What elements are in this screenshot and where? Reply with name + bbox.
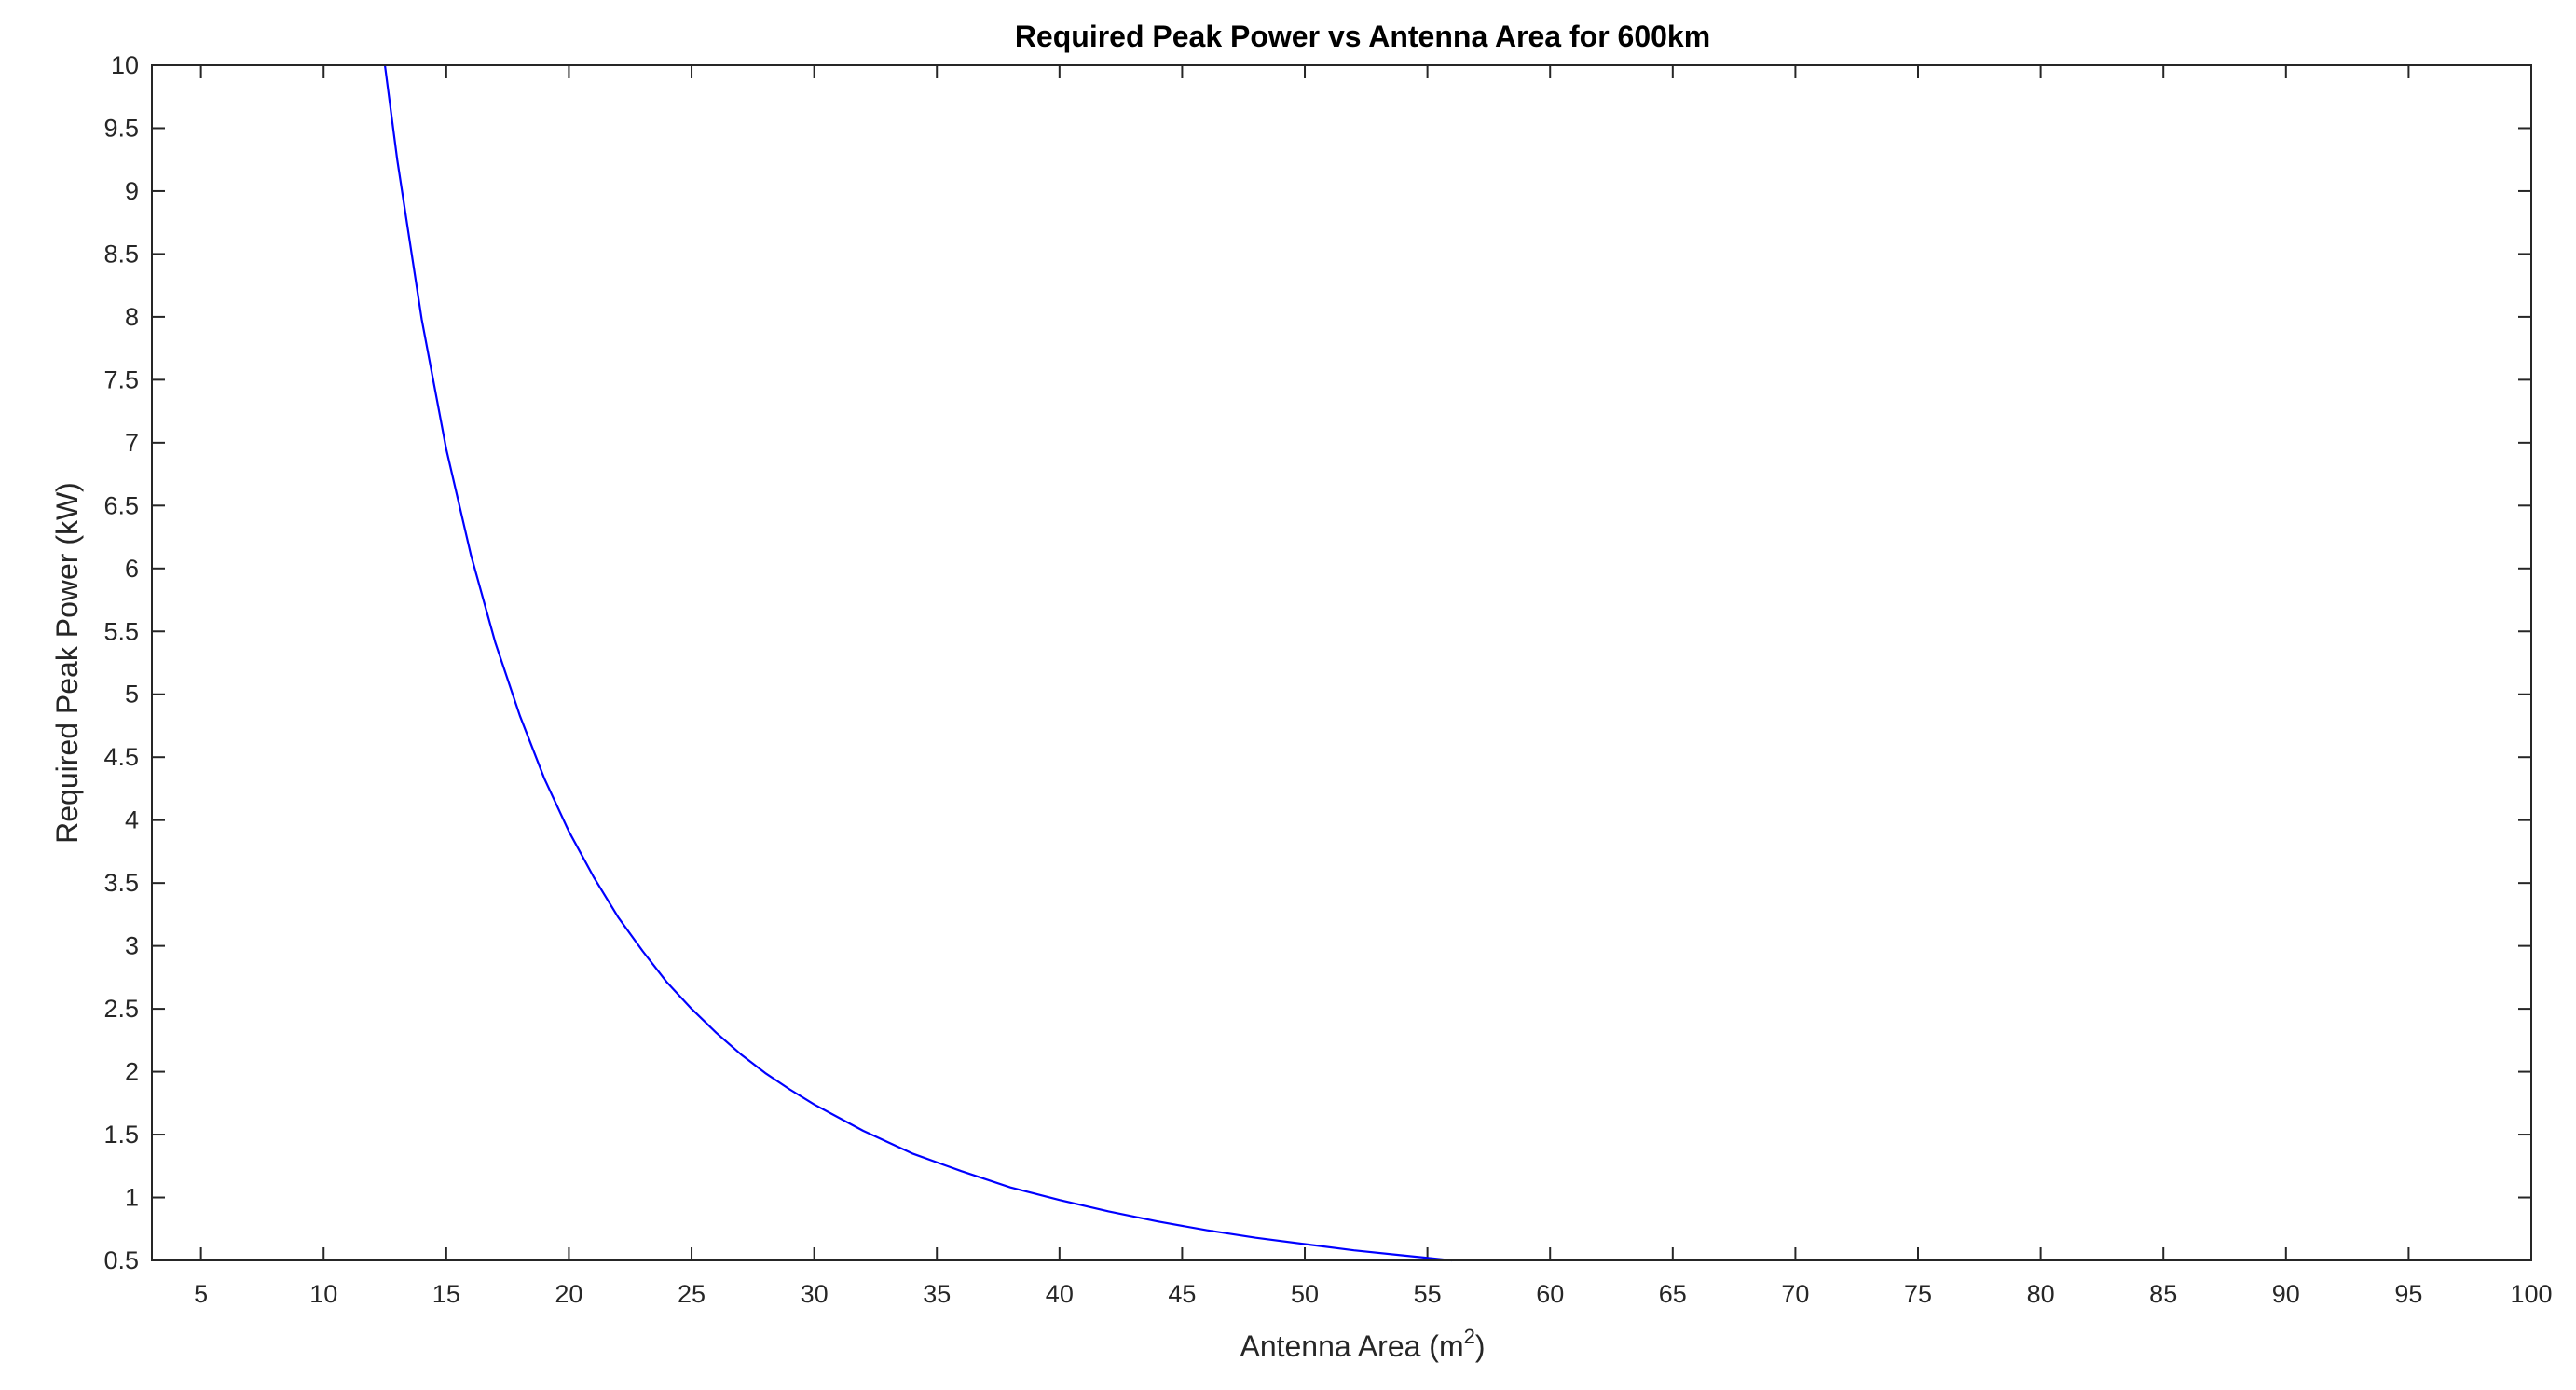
x-tick-label: 60	[1536, 1280, 1564, 1308]
y-tick-label: 9	[125, 177, 139, 205]
x-tick-label: 15	[432, 1280, 460, 1308]
x-axis-title-superscript: 2	[1464, 1325, 1475, 1348]
x-tick-label: 5	[194, 1280, 208, 1308]
x-tick-label: 75	[1904, 1280, 1932, 1308]
y-tick-label: 1	[125, 1184, 139, 1212]
y-tick-label: 10	[111, 51, 139, 79]
y-tick-label: 7.5	[103, 365, 139, 393]
x-tick-label: 30	[801, 1280, 829, 1308]
y-tick-label: 2.5	[103, 995, 139, 1023]
x-tick-label: 90	[2272, 1280, 2300, 1308]
x-tick-label: 80	[2027, 1280, 2055, 1308]
y-tick-label: 8	[125, 303, 139, 331]
y-tick-label: 0.5	[103, 1246, 139, 1274]
y-tick-label: 4	[125, 806, 139, 834]
x-axis-title-suffix: )	[1475, 1329, 1486, 1363]
x-tick-label: 35	[923, 1280, 951, 1308]
x-tick-label: 70	[1781, 1280, 1809, 1308]
y-tick-label: 4.5	[103, 743, 139, 771]
y-tick-label: 5.5	[103, 617, 139, 645]
x-axis-title-text: Antenna Area (m	[1240, 1329, 1463, 1363]
x-tick-label: 20	[555, 1280, 582, 1308]
series-line	[383, 64, 1453, 1262]
y-tick-label: 3	[125, 932, 139, 960]
y-tick-label: 6	[125, 555, 139, 583]
chart-title: Required Peak Power vs Antenna Area for …	[1015, 20, 1710, 53]
x-tick-label: 95	[2394, 1280, 2422, 1308]
x-tick-label: 55	[1414, 1280, 1442, 1308]
x-tick-label: 10	[309, 1280, 337, 1308]
x-tick-label: 40	[1046, 1280, 1074, 1308]
x-tick-label: 45	[1168, 1280, 1196, 1308]
x-tick-label: 50	[1291, 1280, 1319, 1308]
y-tick-label: 9.5	[103, 114, 139, 142]
x-tick-label: 25	[678, 1280, 706, 1308]
plot-background	[152, 65, 2531, 1260]
x-tick-label: 100	[2510, 1280, 2552, 1308]
y-axis-title: Required Peak Power (kW)	[50, 482, 84, 844]
x-axis-tick-labels: 5 10 15 20 25 30 35 40 45 50 55 60 65 70 75 80 85 90 95 100	[194, 1280, 2552, 1308]
y-axis-tick-labels: 0.5 1 1.5 2 2.5 3 3.5 4 4.5 5 5.5 6 6.5 7 7.5 8 8.5 9 9.5 1…	[103, 51, 139, 1274]
x-tick-label: 85	[2149, 1280, 2177, 1308]
x-axis-ticks	[199, 65, 2532, 1260]
plot-area	[151, 64, 2532, 1262]
series-layer	[383, 64, 1453, 1262]
x-axis-title: Antenna Area (m2)	[1240, 1325, 1485, 1363]
y-tick-label: 5	[125, 681, 139, 709]
y-tick-label: 1.5	[103, 1121, 139, 1149]
y-tick-label: 3.5	[103, 869, 139, 897]
x-tick-label: 65	[1659, 1280, 1687, 1308]
plot-box	[151, 64, 2532, 1261]
y-tick-label: 8.5	[103, 240, 139, 268]
y-tick-label: 2	[125, 1058, 139, 1086]
y-tick-label: 7	[125, 429, 139, 457]
y-tick-label: 6.5	[103, 491, 139, 519]
